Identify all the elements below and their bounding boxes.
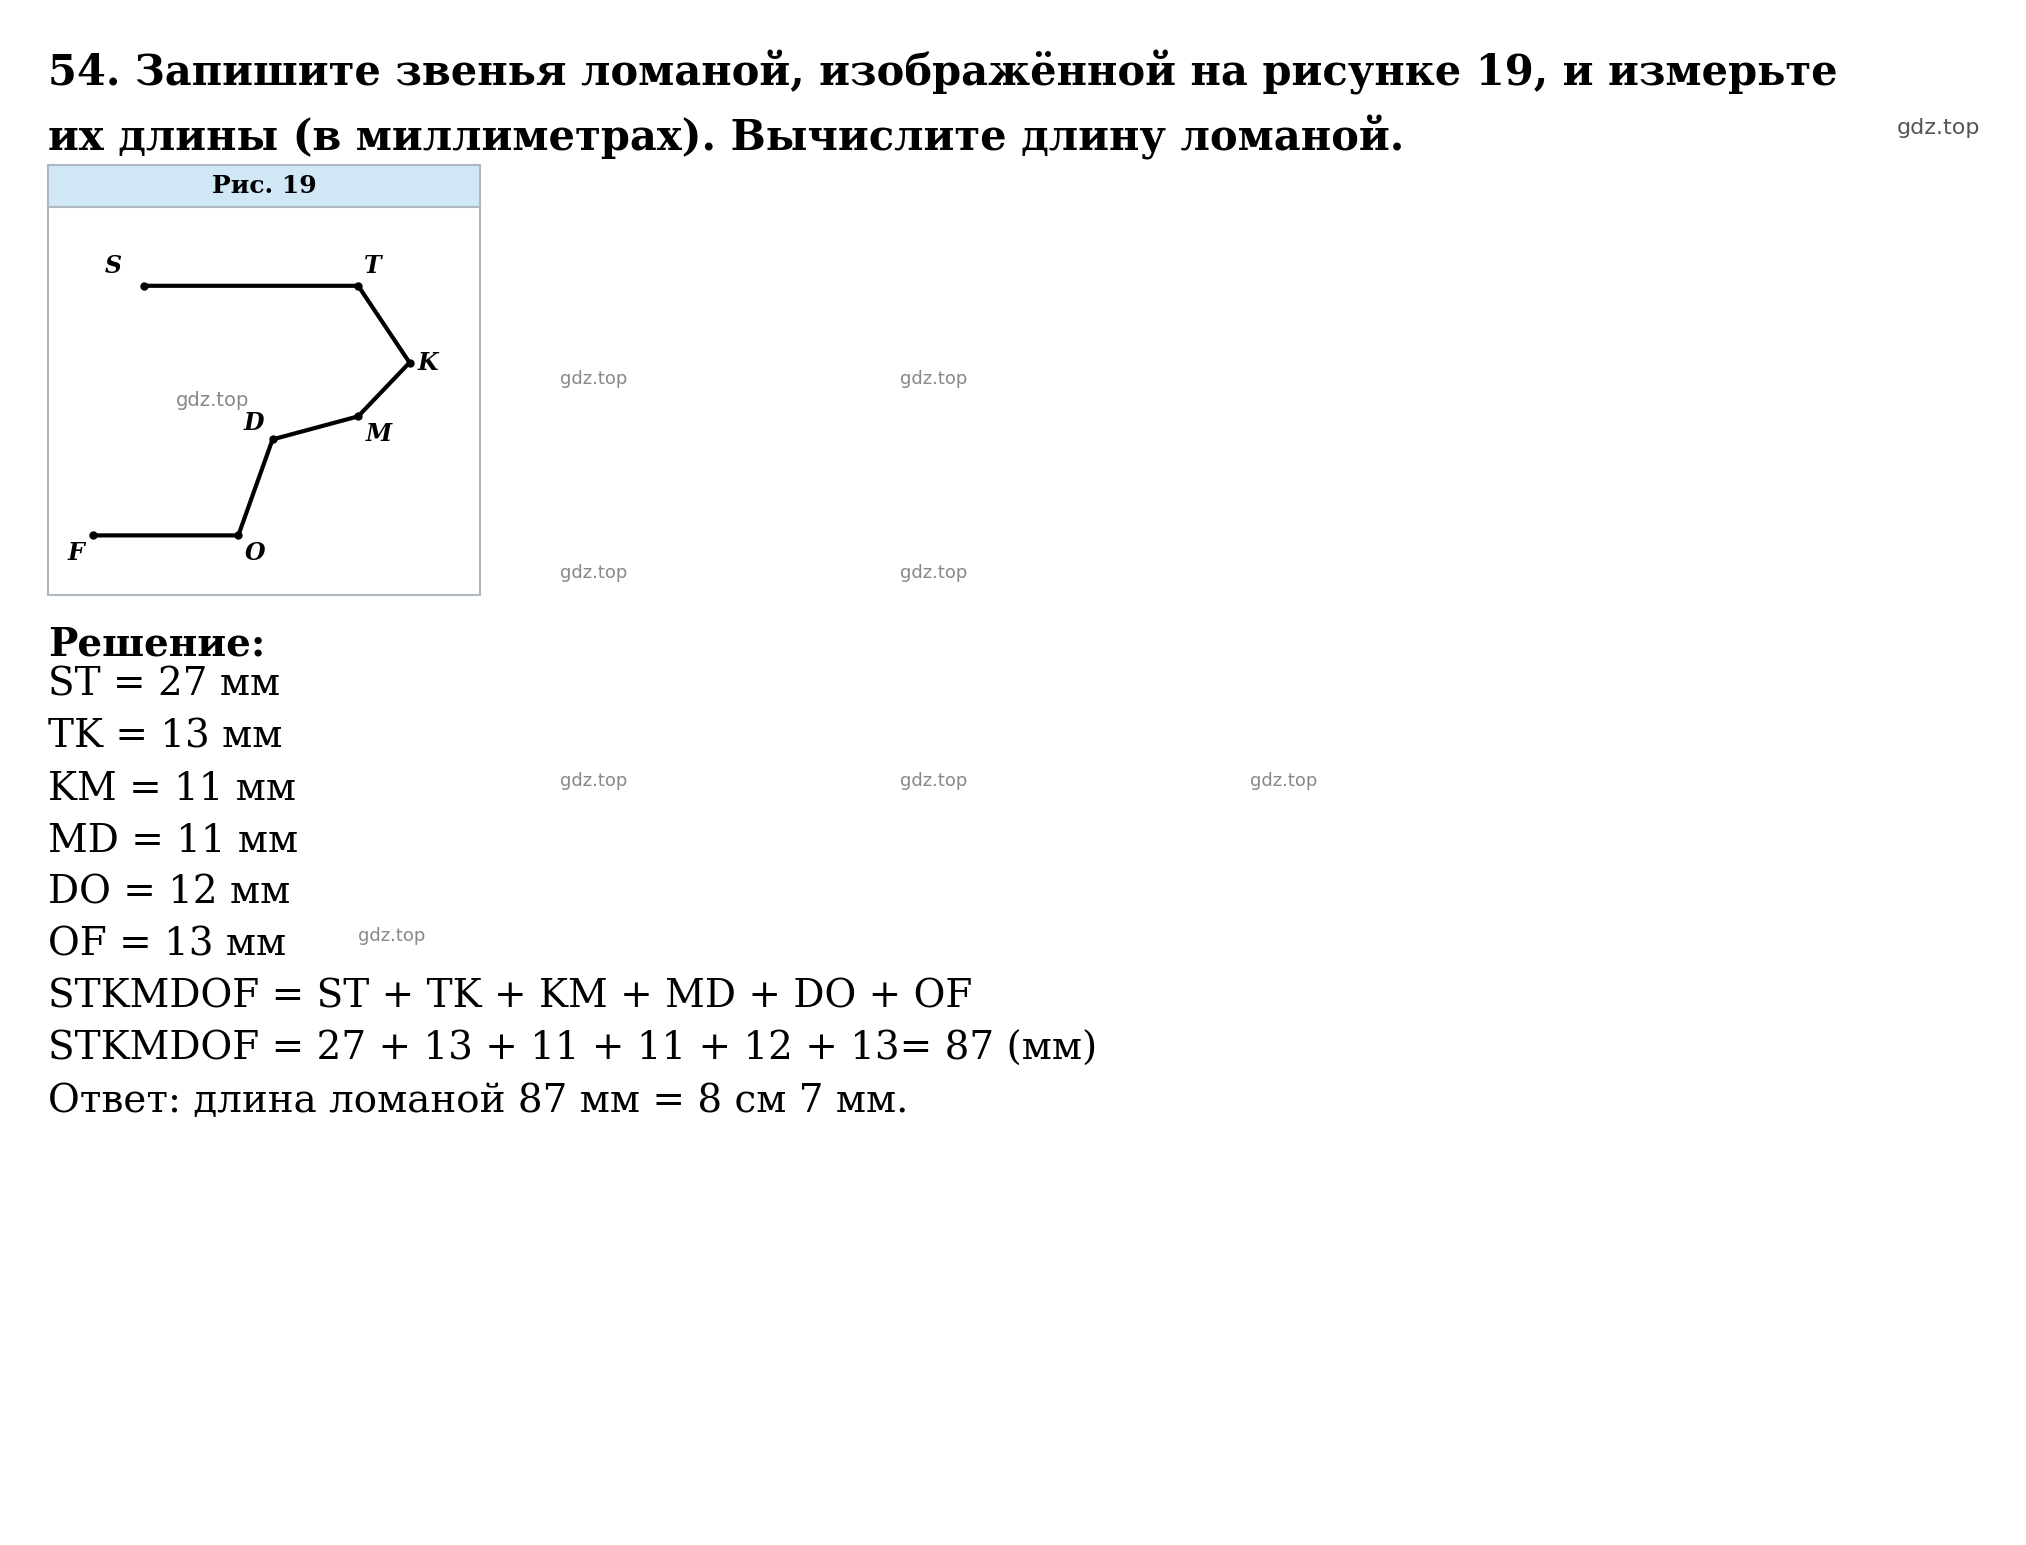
- Text: gdz.top: gdz.top: [359, 927, 425, 946]
- Text: T: T: [365, 253, 381, 278]
- Text: gdz.top: gdz.top: [176, 391, 249, 409]
- Text: Решение:: Решение:: [49, 626, 265, 663]
- Text: MD = 11 мм: MD = 11 мм: [49, 823, 298, 861]
- Text: gdz.top: gdz.top: [1250, 772, 1317, 789]
- Text: gdz.top: gdz.top: [900, 369, 966, 388]
- Text: gdz.top: gdz.top: [1896, 117, 1979, 138]
- Text: STKMDOF = ST + TK + KM + MD + DO + OF: STKMDOF = ST + TK + KM + MD + DO + OF: [49, 980, 972, 1017]
- Text: gdz.top: gdz.top: [559, 369, 628, 388]
- Text: DO = 12 мм: DO = 12 мм: [49, 874, 290, 912]
- Text: Рис. 19: Рис. 19: [211, 175, 316, 198]
- Text: D: D: [243, 411, 265, 436]
- Text: K: K: [417, 351, 438, 374]
- Text: O: O: [245, 541, 265, 565]
- Text: gdz.top: gdz.top: [900, 772, 966, 789]
- Bar: [49, 207, 480, 595]
- Text: gdz.top: gdz.top: [559, 772, 628, 789]
- Text: 54. Запишите звенья ломаной, изображённой на рисунке 19, и измерьте: 54. Запишите звенья ломаной, изображённо…: [49, 49, 1838, 94]
- Text: их длины (в миллиметрах). Вычислите длину ломаной.: их длины (в миллиметрах). Вычислите длин…: [49, 114, 1404, 161]
- Text: KM = 11 мм: KM = 11 мм: [49, 771, 296, 808]
- Text: gdz.top: gdz.top: [559, 564, 628, 581]
- Text: OF = 13 мм: OF = 13 мм: [49, 927, 286, 964]
- Text: Ответ: длина ломаной 87 мм = 8 см 7 мм.: Ответ: длина ломаной 87 мм = 8 см 7 мм.: [49, 1083, 908, 1120]
- Text: F: F: [69, 541, 85, 565]
- Text: S: S: [105, 253, 122, 278]
- Text: TK = 13 мм: TK = 13 мм: [49, 718, 282, 756]
- Bar: [49, 165, 480, 207]
- Text: M: M: [367, 422, 393, 447]
- Text: STKMDOF = 27 + 13 + 11 + 11 + 12 + 13= 87 (мм): STKMDOF = 27 + 13 + 11 + 11 + 12 + 13= 8…: [49, 1031, 1098, 1068]
- Text: ST = 27 мм: ST = 27 мм: [49, 667, 280, 705]
- Text: gdz.top: gdz.top: [900, 564, 966, 581]
